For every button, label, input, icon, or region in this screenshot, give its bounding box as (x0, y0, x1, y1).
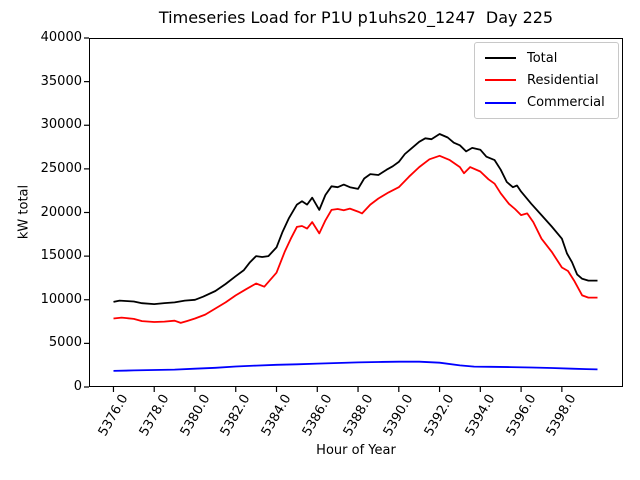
residential-line (113, 154, 598, 324)
total-line (113, 133, 598, 306)
legend-entry-residential: Residential (485, 73, 612, 88)
commercial-line-swatch (485, 101, 516, 104)
y-tick-label: 15000 (40, 248, 82, 264)
legend-entry-total: Total (485, 51, 612, 66)
y-tick-label: 0 (73, 379, 82, 394)
legend-entry-commercial: Commercial (485, 95, 612, 110)
legend-label-residential: Residential (527, 72, 599, 88)
axis-tick-marks (84, 37, 563, 392)
y-tick-label: 40000 (40, 30, 82, 45)
legend-label-total: Total (527, 50, 558, 66)
legend: Total Residential Commercial (474, 42, 619, 119)
x-axis-label: Hour of Year (316, 443, 396, 458)
y-tick-label: 5000 (48, 335, 82, 351)
y-tick-label: 25000 (40, 160, 82, 176)
chart-title: Timeseries Load for P1U p1uhs20_1247 Day… (158, 8, 554, 27)
residential-line-swatch (485, 79, 516, 82)
legend-label-commercial: Commercial (527, 95, 605, 111)
y-tick-label: 35000 (40, 73, 82, 89)
plot-border (89, 38, 623, 387)
y-tick-label: 20000 (40, 204, 82, 220)
y-tick-label: 30000 (40, 117, 82, 133)
y-tick-label: 10000 (40, 291, 82, 307)
total-line-swatch (485, 57, 516, 60)
commercial-line (113, 360, 598, 372)
